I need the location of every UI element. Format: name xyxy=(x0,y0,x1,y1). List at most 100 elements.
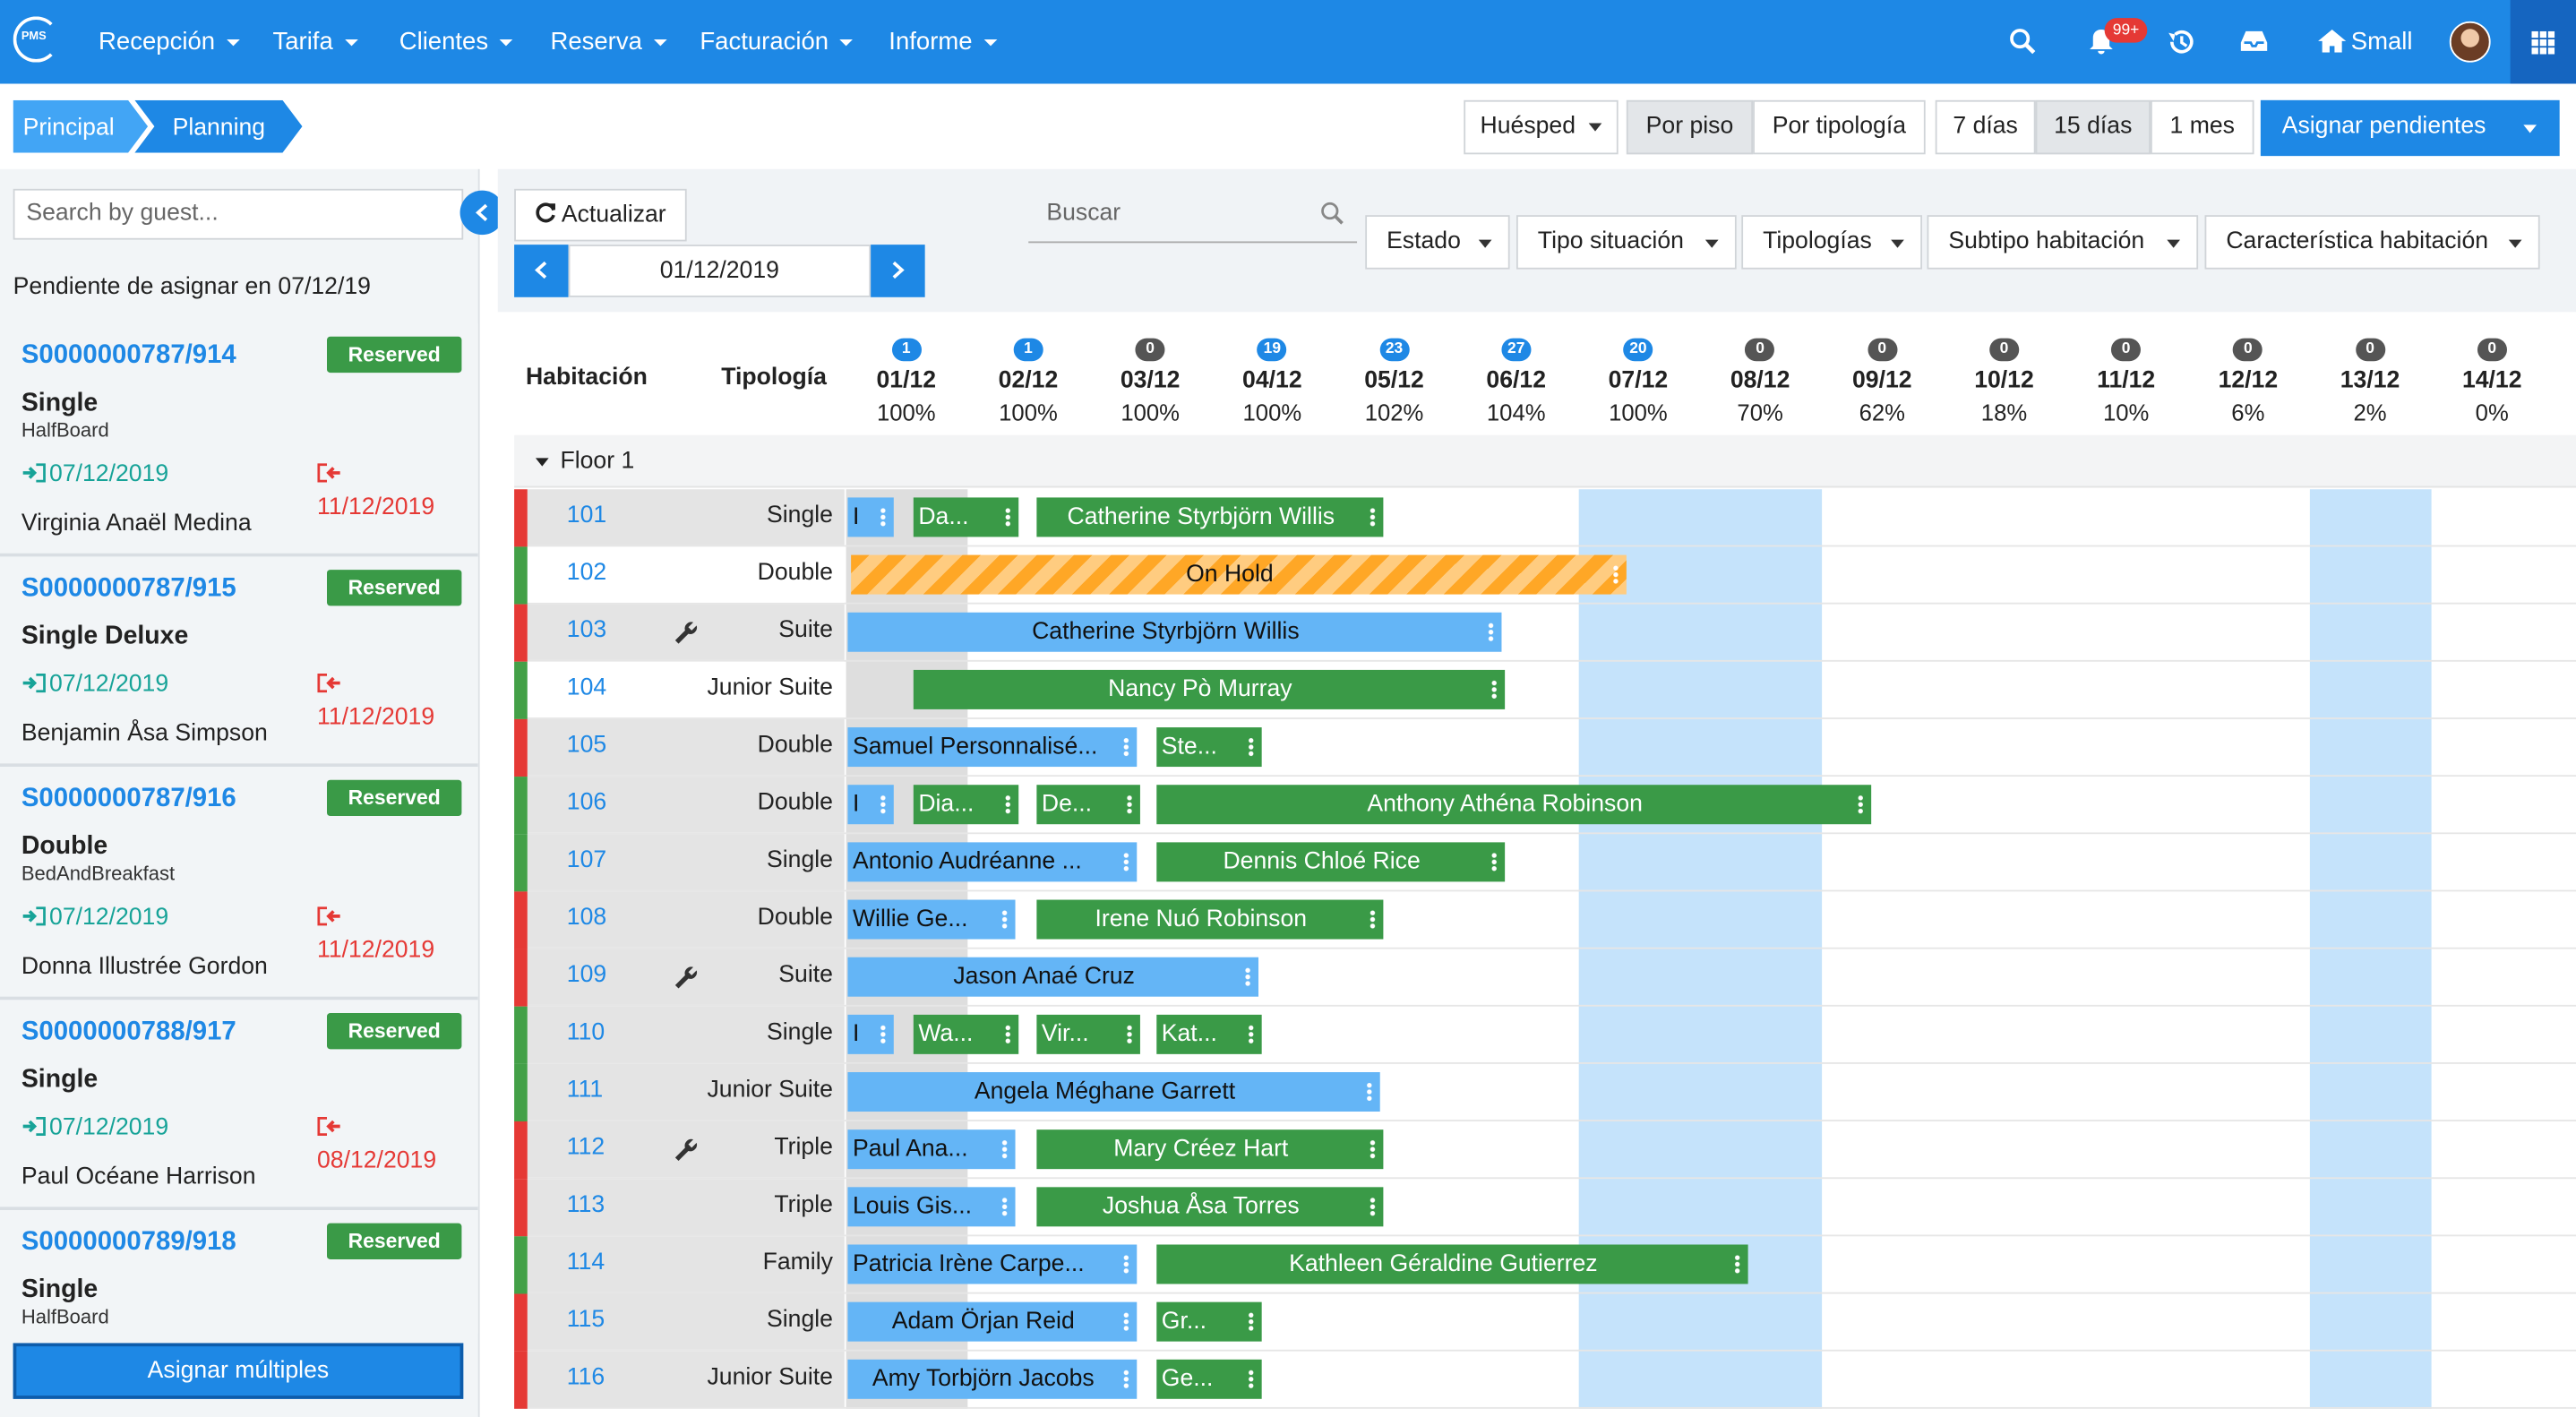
logo[interactable]: PMS xyxy=(13,16,59,62)
room-number[interactable]: 110 xyxy=(567,1019,605,1045)
group-by-button[interactable]: Por piso xyxy=(1627,100,1753,154)
booking[interactable]: Willie Ge... xyxy=(847,900,1015,940)
booking-menu[interactable] xyxy=(1124,737,1129,757)
reservation-card[interactable]: S0000000788/917ReservedSingle07/12/20190… xyxy=(0,1000,478,1210)
booking[interactable]: Joshua Åsa Torres xyxy=(1036,1187,1383,1226)
booking[interactable]: Gr... xyxy=(1156,1302,1261,1342)
room-number[interactable]: 115 xyxy=(567,1307,605,1333)
refresh-button[interactable]: Actualizar xyxy=(514,189,687,242)
booking[interactable]: Patricia Irène Carpe... xyxy=(847,1244,1137,1284)
room-number[interactable]: 104 xyxy=(567,674,606,700)
history-icon[interactable] xyxy=(2167,28,2194,56)
room-number[interactable]: 103 xyxy=(567,617,606,643)
filter-dropdown[interactable]: Estado xyxy=(1365,215,1509,269)
booking-menu[interactable] xyxy=(1124,1312,1129,1332)
booking-menu[interactable] xyxy=(880,794,886,814)
room-number[interactable]: 101 xyxy=(567,502,606,528)
filter-dropdown[interactable]: Subtipo habitación xyxy=(1928,215,2199,269)
booking[interactable]: Angela Méghane Garrett xyxy=(847,1072,1379,1112)
booking[interactable]: Ge... xyxy=(1156,1360,1261,1399)
filter-dropdown[interactable]: Característica habitación xyxy=(2204,215,2539,269)
booking[interactable]: Catherine Styrbjörn Willis xyxy=(847,613,1501,652)
booking[interactable]: Antonio Audréanne ... xyxy=(847,842,1137,881)
room-number[interactable]: 102 xyxy=(567,560,606,586)
group-header[interactable]: Floor 1 xyxy=(536,447,634,477)
booking[interactable]: Ste... xyxy=(1156,727,1261,767)
booking[interactable]: Anthony Athéna Robinson xyxy=(1156,785,1871,824)
booking-menu[interactable] xyxy=(880,1025,886,1044)
booking[interactable]: Catherine Styrbjörn Willis xyxy=(1036,497,1383,537)
range-button[interactable]: 1 mes xyxy=(2151,100,2254,154)
room-number[interactable]: 107 xyxy=(567,847,606,873)
booking[interactable]: Kathleen Géraldine Gutierrez xyxy=(1156,1244,1747,1284)
booking[interactable]: Dia... xyxy=(914,785,1018,824)
booking-menu[interactable] xyxy=(1249,1370,1254,1389)
range-button[interactable]: 15 días xyxy=(2036,100,2151,154)
search-icon[interactable] xyxy=(2009,28,2035,54)
booking-menu[interactable] xyxy=(1124,852,1129,872)
date-input[interactable]: 01/12/2019 xyxy=(569,245,871,297)
nav-menu[interactable]: Clientes xyxy=(399,0,513,83)
filter-dropdown[interactable]: Tipo situación xyxy=(1516,215,1737,269)
booking-menu[interactable] xyxy=(1370,1197,1376,1216)
guest-search[interactable]: Search by guest... xyxy=(13,189,464,240)
booking[interactable]: I xyxy=(847,785,893,824)
booking-menu[interactable] xyxy=(1006,507,1011,527)
booking[interactable]: Samuel Personnalisé... xyxy=(847,727,1137,767)
booking-menu[interactable] xyxy=(1858,794,1863,814)
booking-menu[interactable] xyxy=(1735,1254,1740,1274)
filter-dropdown[interactable]: Tipologías xyxy=(1741,215,1922,269)
booking[interactable]: Kat... xyxy=(1156,1015,1261,1054)
room-number[interactable]: 109 xyxy=(567,962,606,988)
assign-pending-button[interactable]: Asignar pendientes xyxy=(2261,100,2560,156)
booking-menu[interactable] xyxy=(1124,1254,1129,1274)
inbox-icon[interactable] xyxy=(2239,30,2269,53)
nav-menu[interactable]: Recepción xyxy=(99,0,240,83)
booking-menu[interactable] xyxy=(1370,910,1376,930)
booking[interactable]: Irene Nuó Robinson xyxy=(1036,900,1383,940)
booking-menu[interactable] xyxy=(1006,1025,1011,1044)
booking[interactable]: Mary Créez Hart xyxy=(1036,1129,1383,1169)
search-input[interactable]: Buscar xyxy=(1028,189,1357,243)
booking[interactable]: Louis Gis... xyxy=(847,1187,1015,1226)
nav-menu[interactable]: Informe xyxy=(889,0,997,83)
booking-menu[interactable] xyxy=(1367,1082,1372,1102)
booking-menu[interactable] xyxy=(1613,565,1619,585)
nav-menu[interactable]: Reserva xyxy=(550,0,666,83)
avatar[interactable] xyxy=(2450,21,2491,63)
booking[interactable]: Adam Örjan Reid xyxy=(847,1302,1137,1342)
prev-button[interactable] xyxy=(514,245,569,297)
booking-menu[interactable] xyxy=(1249,1025,1254,1044)
reservation-card[interactable]: S0000000789/918ReservedSingleHalfBoard xyxy=(0,1210,478,1333)
range-button[interactable]: 7 días xyxy=(1936,100,2036,154)
booking-menu[interactable] xyxy=(1006,794,1011,814)
room-number[interactable]: 108 xyxy=(567,905,606,931)
reservation-card[interactable]: S0000000787/914ReservedSingleHalfBoard07… xyxy=(0,323,478,556)
booking-menu[interactable] xyxy=(1002,1197,1008,1216)
next-button[interactable] xyxy=(871,245,925,297)
room-number[interactable]: 111 xyxy=(567,1078,603,1104)
booking-menu[interactable] xyxy=(1127,794,1132,814)
guest-dropdown[interactable]: Huésped xyxy=(1464,100,1618,154)
booking-menu[interactable] xyxy=(1489,623,1494,642)
room-number[interactable]: 114 xyxy=(567,1250,605,1275)
nav-menu[interactable]: Facturación xyxy=(700,0,853,83)
home-icon[interactable] xyxy=(2318,30,2346,53)
booking-menu[interactable] xyxy=(1245,967,1250,987)
booking-menu[interactable] xyxy=(1002,1139,1008,1159)
booking-menu[interactable] xyxy=(1370,507,1376,527)
booking-menu[interactable] xyxy=(1491,680,1497,700)
reservation-card[interactable]: S0000000787/915ReservedSingle Deluxe07/1… xyxy=(0,556,478,767)
booking[interactable]: Dennis Chloé Rice xyxy=(1156,842,1505,881)
assign-multiple-button[interactable]: Asignar múltiples xyxy=(13,1343,464,1398)
booking[interactable]: Amy Torbjörn Jacobs xyxy=(847,1360,1137,1399)
booking-menu[interactable] xyxy=(1124,1370,1129,1389)
booking[interactable]: De... xyxy=(1036,785,1140,824)
booking-menu[interactable] xyxy=(1002,910,1008,930)
reservation-card[interactable]: S0000000787/916ReservedDoubleBedAndBreak… xyxy=(0,767,478,1000)
booking-menu[interactable] xyxy=(1249,1312,1254,1332)
booking[interactable]: Vir... xyxy=(1036,1015,1140,1054)
booking[interactable]: Jason Anaé Cruz xyxy=(847,958,1258,997)
room-number[interactable]: 116 xyxy=(567,1364,605,1390)
booking[interactable]: On Hold xyxy=(851,555,1627,595)
